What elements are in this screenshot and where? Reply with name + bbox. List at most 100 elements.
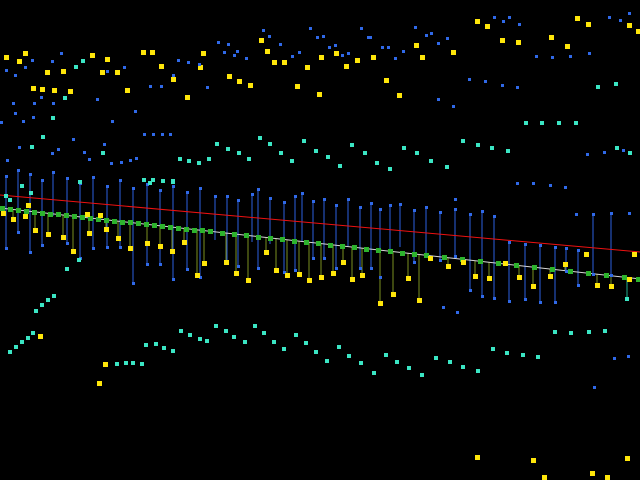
blue-dots-point [198, 63, 201, 66]
cyan-squares-point [359, 361, 363, 365]
green-baseline-ticks-point [244, 233, 249, 238]
cyan-squares-point [524, 121, 528, 125]
blue-stems-top-marker [323, 198, 326, 201]
cyan-squares-point [65, 267, 69, 271]
blue-stems-bottom-marker [257, 267, 260, 270]
cyan-squares-point [614, 82, 618, 86]
cyan-squares-point [207, 157, 211, 161]
blue-dots-point [456, 311, 459, 314]
green-baseline-ticks-point [352, 245, 357, 250]
cyan-squares-point [363, 151, 367, 155]
yellow-squares-point [384, 78, 389, 83]
yellow-squares-point [141, 50, 146, 55]
olive-stems-bottom-marker [128, 246, 133, 251]
cyan-squares-point [325, 359, 329, 363]
cyan-squares-point [557, 121, 561, 125]
yellow-squares-point [605, 475, 610, 480]
olive-stems-bottom-marker [11, 217, 16, 222]
blue-stems-top-marker [312, 200, 315, 203]
cyan-squares-point [402, 146, 406, 150]
blue-stems-bottom-marker [41, 244, 44, 247]
green-baseline-ticks-point [184, 227, 189, 232]
green-baseline-ticks-point [280, 237, 285, 242]
cyan-squares-point [140, 362, 144, 366]
blue-stems-bottom-marker [379, 276, 382, 279]
green-baseline-ticks-point [80, 215, 85, 220]
olive-stems-bottom-marker [104, 227, 109, 232]
olive-stems-bottom-marker [87, 231, 92, 236]
blue-stems-top-marker [359, 206, 362, 209]
blue-dots-point [394, 57, 397, 60]
cyan-squares-point [144, 343, 148, 347]
yellow-squares-point [150, 50, 155, 55]
blue-dots-point [452, 105, 455, 108]
blue-dots-point [575, 213, 578, 216]
olive-stems-bottom-marker [487, 276, 492, 281]
blue-stems-top-marker [481, 210, 484, 213]
blue-stems-top-marker [159, 189, 162, 192]
blue-dots-point [341, 54, 344, 57]
cyan-squares-point [395, 360, 399, 364]
olive-stems-bottom-marker [224, 260, 229, 265]
yellow-squares-point [198, 65, 203, 70]
green-baseline-ticks-point [604, 273, 609, 278]
cyan-squares-point [350, 143, 354, 147]
cyan-squares-point [142, 178, 146, 182]
cyan-squares-point [40, 303, 44, 307]
cyan-squares-point [282, 347, 286, 351]
blue-dots-point [322, 35, 325, 38]
blue-dots-point [123, 66, 126, 69]
yellow-squares-point [305, 65, 310, 70]
olive-stems-bottom-marker [61, 235, 66, 240]
green-baseline-ticks-point [496, 261, 501, 266]
cyan-squares-point [407, 366, 411, 370]
olive-stems-bottom-marker [531, 284, 536, 289]
cyan-squares-point [338, 164, 342, 168]
blue-dots-point [72, 138, 75, 141]
cyan-squares-point [337, 345, 341, 349]
blue-stems-bottom-marker [283, 271, 286, 274]
cyan-squares-point [536, 355, 540, 359]
blue-dots-point [516, 86, 519, 89]
yellow-squares-point [516, 40, 521, 45]
blue-dots-point [381, 46, 384, 49]
cyan-squares-point [4, 194, 8, 198]
cyan-squares-point [161, 179, 165, 183]
olive-stems-bottom-marker [182, 240, 187, 245]
cyan-squares-point [226, 147, 230, 151]
yellow-squares-point [632, 252, 637, 257]
green-baseline-ticks-point [550, 267, 555, 272]
blue-dots-point [18, 146, 21, 149]
cyan-squares-point [290, 159, 294, 163]
cyan-squares-point [490, 146, 494, 150]
series-yellow-squares [4, 16, 640, 480]
yellow-squares-point [584, 252, 589, 257]
cyan-squares-point [262, 331, 266, 335]
yellow-squares-point [100, 70, 105, 75]
cyan-squares-point [247, 157, 251, 161]
teal-stems-bottom-marker [625, 297, 629, 301]
yellow-squares-point [115, 70, 120, 75]
blue-dots-point [33, 102, 36, 105]
blue-dots-point [347, 52, 350, 55]
blue-stems-bottom-marker [539, 301, 542, 304]
blue-dots-point [135, 157, 138, 160]
blue-dots-point [588, 52, 591, 55]
olive-stems-bottom-marker [319, 275, 324, 280]
blue-dots-point [508, 16, 511, 19]
green-baseline-ticks-point [88, 216, 93, 221]
blue-stems-bottom-marker [565, 270, 568, 273]
blue-stems-bottom-marker [610, 274, 613, 277]
blue-stems-bottom-marker [335, 267, 338, 270]
green-baseline-ticks-point [112, 219, 117, 224]
green-baseline-ticks-point [388, 249, 393, 254]
green-baseline-ticks-point [220, 231, 225, 236]
cyan-squares-point [41, 135, 45, 139]
green-baseline-ticks-point [32, 210, 37, 215]
yellow-squares-point [636, 29, 640, 34]
green-baseline-ticks-point [16, 208, 21, 213]
blue-stems-top-marker [186, 191, 189, 194]
green-baseline-ticks-point [460, 257, 465, 262]
blue-dots-point [14, 112, 17, 115]
yellow-squares-point [549, 35, 554, 40]
